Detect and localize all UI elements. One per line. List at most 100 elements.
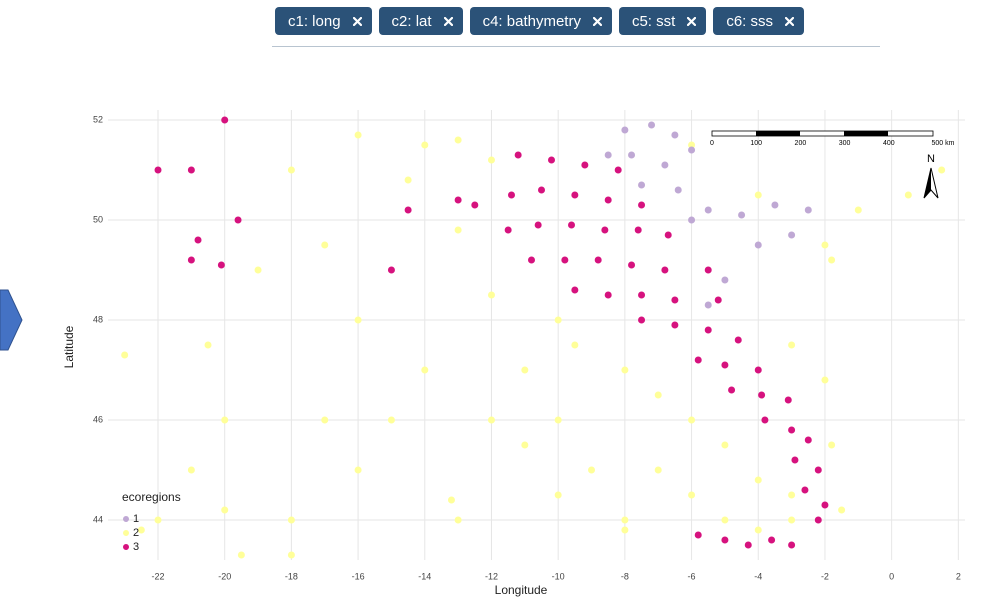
- point: [768, 536, 776, 544]
- point: [621, 126, 629, 134]
- point: [594, 256, 602, 264]
- point: [321, 241, 329, 249]
- tag-label: c4: bathymetry: [482, 12, 581, 30]
- remove-icon[interactable]: [785, 16, 794, 26]
- filter-tag[interactable]: c1: long: [275, 7, 372, 35]
- point: [704, 326, 712, 334]
- legend-swatch: [123, 544, 129, 550]
- point: [734, 336, 742, 344]
- remove-icon[interactable]: [352, 16, 362, 26]
- point: [754, 366, 762, 374]
- filter-tags: c1: long c2: lat c4: bathymetry c5: sst c6: …: [275, 7, 804, 35]
- point: [738, 211, 746, 219]
- point: [421, 141, 429, 149]
- legend-label: 1: [133, 513, 139, 525]
- point: [904, 191, 912, 199]
- legend: ecoregions 1 2 3: [122, 490, 181, 553]
- point: [447, 496, 455, 504]
- legend-swatch: [123, 530, 129, 536]
- north-label: N: [927, 153, 935, 165]
- point: [287, 551, 295, 559]
- x-tick-label: 0: [889, 571, 894, 581]
- point: [628, 261, 636, 269]
- point: [714, 296, 722, 304]
- legend-swatch: [123, 516, 129, 522]
- point: [154, 516, 162, 524]
- remove-icon[interactable]: [687, 16, 697, 26]
- point: [694, 531, 702, 539]
- point: [287, 516, 295, 524]
- scale-label: 400: [883, 140, 895, 147]
- x-tick-label: -4: [754, 571, 762, 581]
- x-tick-label: -12: [485, 571, 498, 581]
- point: [674, 186, 682, 194]
- point: [648, 121, 656, 129]
- point: [688, 141, 696, 149]
- point: [721, 441, 729, 449]
- y-tick-label: 44: [93, 514, 103, 524]
- point: [814, 466, 822, 474]
- point: [154, 166, 162, 174]
- point: [254, 266, 262, 274]
- remove-icon[interactable]: [443, 16, 453, 26]
- legend-label: 3: [133, 541, 139, 553]
- point: [788, 491, 796, 499]
- scale-bar: [711, 130, 934, 137]
- point: [221, 116, 229, 124]
- point: [801, 486, 809, 494]
- point: [571, 191, 579, 199]
- point: [938, 166, 946, 174]
- y-tick-label: 50: [93, 214, 103, 224]
- point: [638, 291, 646, 299]
- point: [604, 196, 612, 204]
- tag-label: c2: lat: [391, 12, 432, 30]
- point: [671, 321, 679, 329]
- divider: [272, 46, 880, 47]
- point: [704, 301, 712, 309]
- point: [621, 526, 629, 534]
- y-tick-label: 46: [93, 414, 103, 424]
- point: [771, 201, 779, 209]
- point: [204, 341, 212, 349]
- scale-label: 500 km: [932, 140, 955, 147]
- tag-label: c5: sst: [631, 12, 676, 30]
- point: [621, 366, 629, 374]
- point: [814, 516, 822, 524]
- point: [728, 386, 736, 394]
- point: [321, 416, 329, 424]
- point: [387, 266, 395, 274]
- point: [828, 441, 836, 449]
- point: [287, 166, 295, 174]
- point: [754, 241, 762, 249]
- point: [187, 256, 195, 264]
- filter-tag[interactable]: c5: sst: [618, 7, 707, 35]
- point: [788, 516, 796, 524]
- grid: [108, 110, 965, 560]
- filter-tag[interactable]: c2: lat: [378, 7, 463, 35]
- point: [217, 261, 225, 269]
- points: [121, 116, 946, 559]
- point: [821, 241, 829, 249]
- point: [121, 351, 129, 359]
- point: [758, 391, 766, 399]
- filter-tag[interactable]: c4: bathymetry: [469, 7, 612, 35]
- point: [721, 516, 729, 524]
- point: [548, 156, 556, 164]
- filter-tag[interactable]: c6: sss: [713, 7, 804, 35]
- remove-icon[interactable]: [592, 16, 602, 26]
- point: [534, 221, 542, 229]
- scale-bar-segment: [756, 131, 800, 136]
- point: [187, 166, 195, 174]
- point: [507, 191, 515, 199]
- tag-label: c1: long: [288, 12, 341, 30]
- point: [688, 416, 696, 424]
- point: [527, 256, 535, 264]
- point: [721, 276, 729, 284]
- point: [221, 506, 229, 514]
- nav-arrow: [0, 289, 23, 351]
- point: [838, 506, 846, 514]
- x-tick-label: -14: [418, 571, 431, 581]
- point: [754, 526, 762, 534]
- point: [638, 316, 646, 324]
- point: [721, 536, 729, 544]
